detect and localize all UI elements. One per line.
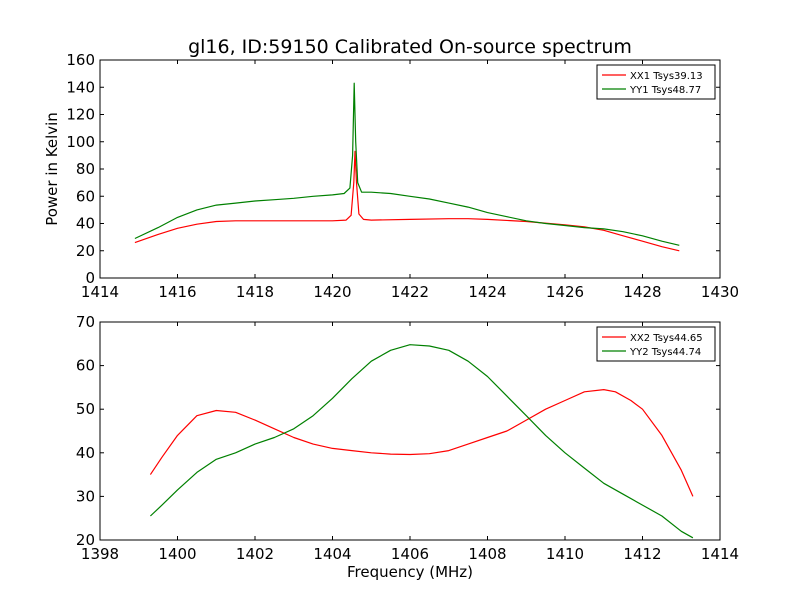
bottom-x-tick-label: 1412 (623, 545, 661, 563)
top-x-tick-label: 1418 (236, 283, 274, 301)
top-series-line-2 (134, 82, 680, 246)
bottom-x-tick-label: 1402 (236, 545, 274, 563)
top-x-tick-label: 1420 (313, 283, 351, 301)
top-y-tick-label: 20 (76, 242, 95, 260)
bottom-y-tick-label: 20 (76, 531, 95, 549)
bottom-series-line-2 (149, 344, 694, 539)
bottom-x-tick-label: 1410 (546, 545, 584, 563)
bottom-x-tick-label: 1398 (81, 545, 119, 563)
bottom-y-tick-label: 40 (76, 444, 95, 462)
top-x-tick-label: 1424 (468, 283, 506, 301)
top-y-tick-label: 160 (66, 51, 95, 69)
bottom-y-tick-label: 30 (76, 487, 95, 505)
top-legend: XX1 Tsys39.13 YY1 Tsys48.77 (596, 64, 716, 100)
top-legend-box (596, 64, 716, 100)
top-y-tick-label: 120 (66, 106, 95, 124)
top-series-line-1 (134, 150, 680, 252)
top-legend-label-2: YY1 Tsys48.77 (629, 85, 701, 96)
top-y-tick-label: 100 (66, 133, 95, 151)
top-y-tick-label: 80 (76, 160, 95, 178)
bottom-legend-label-1: XX2 Tsys44.65 (630, 333, 703, 344)
bottom-x-tick-label: 1404 (313, 545, 351, 563)
top-x-tick-label: 1426 (546, 283, 584, 301)
top-x-tick-label: 1416 (158, 283, 196, 301)
top-x-tick-label: 1428 (623, 283, 661, 301)
bottom-y-tick-label: 50 (76, 400, 95, 418)
bottom-series-line-1 (149, 389, 694, 497)
bottom-legend-label-2: YY2 Tsys44.74 (629, 347, 701, 358)
bottom-x-tick-label: 1408 (468, 545, 506, 563)
bottom-x-tick-label: 1400 (158, 545, 196, 563)
bottom-legend-box (596, 326, 716, 362)
top-y-tick-label: 140 (66, 78, 95, 96)
bottom-y-tick-label: 70 (76, 313, 95, 331)
top-y-axis-label: Power in Kelvin (43, 112, 61, 226)
top-y-tick-label: 60 (76, 187, 95, 205)
top-x-tick-label: 1422 (391, 283, 429, 301)
top-spectrum-panel: Power in Kelvin 1414 1416 1418 1420 1422 1424… (43, 51, 739, 301)
top-legend-label-1: XX1 Tsys39.13 (630, 71, 703, 82)
top-y-tick-label: 40 (76, 215, 95, 233)
bottom-y-tick-label: 60 (76, 357, 95, 375)
bottom-legend: XX2 Tsys44.65 YY2 Tsys44.74 (596, 326, 716, 362)
top-x-tick-label: 1414 (81, 283, 119, 301)
figure-title: gl16, ID:59150 Calibrated On-source spec… (188, 36, 632, 58)
bottom-spectrum-panel: Frequency (MHz) 1398 1400 1402 1404 1406 1408… (76, 313, 739, 581)
top-y-tick-label: 0 (85, 269, 95, 287)
bottom-x-axis-label: Frequency (MHz) (347, 563, 473, 581)
bottom-x-tick-label: 1406 (391, 545, 429, 563)
bottom-x-tick-label: 1414 (701, 545, 739, 563)
top-x-tick-label: 1430 (701, 283, 739, 301)
